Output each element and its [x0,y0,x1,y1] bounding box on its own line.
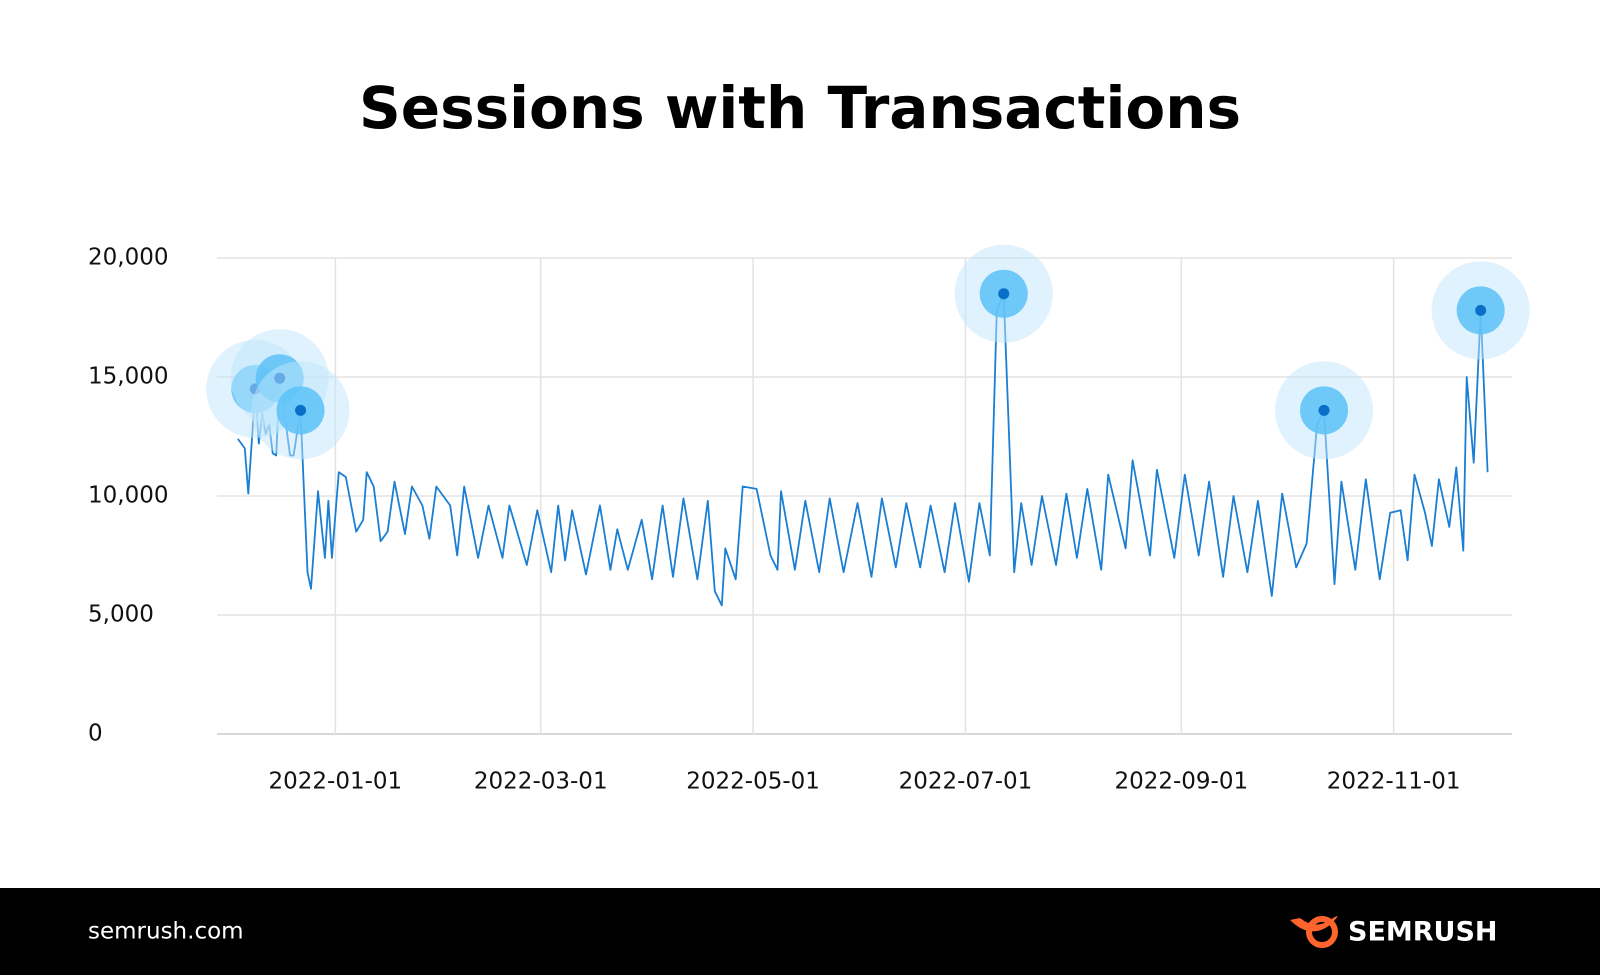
x-tick-label: 2022-09-01 [1114,769,1248,795]
brand-logo: SEMRUSH [1290,916,1498,948]
highlight-dot [1475,304,1487,316]
highlight-dot [295,404,307,416]
footer-site: semrush.com [88,919,244,945]
highlight-dot [1318,404,1330,416]
logo-ring [1306,916,1338,948]
y-tick-label: 0 [88,721,103,747]
y-tick-label: 15,000 [88,364,168,390]
data-line [237,292,1489,607]
y-tick-label: 5,000 [88,602,154,628]
x-tick-label: 2022-11-01 [1327,769,1461,795]
x-tick-label: 2022-03-01 [474,769,608,795]
footer-brand: SEMRUSH [1348,917,1498,948]
highlight-dot [998,288,1010,300]
chart-title: Sessions with Transactions [359,74,1241,142]
x-tick-label: 2022-05-01 [686,769,820,795]
x-tick-label: 2022-07-01 [899,769,1033,795]
logo-swoosh [1290,916,1338,932]
y-tick-label: 10,000 [88,483,168,509]
y-tick-label: 20,000 [88,245,168,271]
x-tick-label: 2022-01-01 [269,769,403,795]
